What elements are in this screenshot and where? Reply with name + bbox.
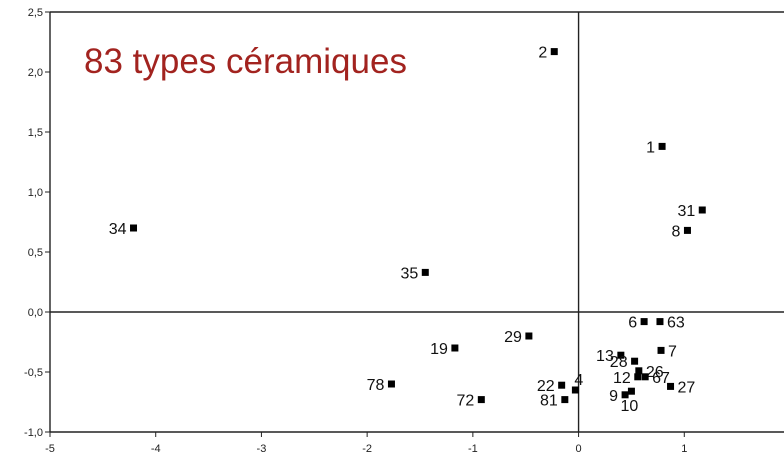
x-tick-label: -3 xyxy=(257,443,267,455)
data-point-label: 9 xyxy=(609,388,618,405)
y-tick-label: 2,0 xyxy=(28,67,43,79)
data-point xyxy=(617,351,625,359)
data-point xyxy=(421,268,429,276)
data-point xyxy=(561,396,569,404)
data-point xyxy=(698,206,706,214)
x-tick-label: -5 xyxy=(45,443,55,455)
y-tick-label: 2,5 xyxy=(28,7,43,19)
data-point xyxy=(550,48,558,56)
data-point-label: 22 xyxy=(537,378,555,395)
data-point-label: 8 xyxy=(672,223,681,240)
data-point xyxy=(451,344,459,352)
data-point-label: 29 xyxy=(504,329,522,346)
data-point-label: 63 xyxy=(667,315,685,332)
data-point-label: 26 xyxy=(646,364,664,381)
data-point xyxy=(640,318,648,326)
data-point xyxy=(667,382,675,390)
data-point-label: 7 xyxy=(668,343,677,360)
y-tick-label: -1,0 xyxy=(24,427,43,439)
data-point xyxy=(621,391,629,399)
data-point-label: 35 xyxy=(400,265,418,282)
reference-lines xyxy=(50,12,784,432)
data-point xyxy=(635,367,643,375)
data-point xyxy=(657,346,665,354)
data-point xyxy=(558,381,566,389)
data-point-label: 19 xyxy=(430,341,448,358)
data-point-label: 67 xyxy=(652,370,670,387)
x-axis-ticks: -5-4-3-2-1012 xyxy=(45,432,687,455)
data-point-label: 78 xyxy=(367,377,385,394)
x-tick-label: 0 xyxy=(576,443,582,455)
y-tick-label: -0,5 xyxy=(24,367,43,379)
data-point xyxy=(477,396,485,404)
data-point-label: 1 xyxy=(646,139,655,156)
y-axis-ticks: -1,0 -0,5 0,0 0,5 1,0 1,5 2,0 2,5 xyxy=(24,7,50,439)
chart-title: 83 types céramiques xyxy=(84,42,407,81)
data-point xyxy=(634,373,642,381)
data-point-label: 4 xyxy=(574,372,583,389)
x-tick-label: -4 xyxy=(151,443,161,455)
data-point xyxy=(130,224,138,232)
plot-frame xyxy=(49,11,784,433)
data-point-label: 13 xyxy=(596,348,614,365)
x-tick-label: -2 xyxy=(362,443,372,455)
data-point-label: 72 xyxy=(457,393,475,410)
y-tick-label: 0,0 xyxy=(28,307,43,319)
y-tick-label: 1,5 xyxy=(28,127,43,139)
data-point xyxy=(631,357,639,365)
data-point xyxy=(571,386,579,394)
data-point xyxy=(683,226,691,234)
data-point xyxy=(641,373,649,381)
data-point-label: 34 xyxy=(109,221,127,238)
y-tick-label: 1,0 xyxy=(28,187,43,199)
y-tick-label: 0,5 xyxy=(28,247,43,259)
data-point-label: 10 xyxy=(621,398,639,415)
x-tick-label: -1 xyxy=(468,443,478,455)
data-point xyxy=(387,380,395,388)
data-point-label: 31 xyxy=(677,203,695,220)
data-point-label: 2 xyxy=(538,45,547,62)
data-point xyxy=(658,142,666,150)
x-tick-label: 1 xyxy=(681,443,687,455)
data-point xyxy=(627,387,635,395)
data-point-label: 12 xyxy=(613,370,631,387)
data-point-label: 6 xyxy=(628,315,637,332)
data-point-label: 27 xyxy=(678,379,696,396)
data-point-label: 81 xyxy=(540,393,558,410)
data-point xyxy=(656,318,664,326)
data-point xyxy=(525,332,533,340)
data-point-label: 28 xyxy=(610,354,628,371)
